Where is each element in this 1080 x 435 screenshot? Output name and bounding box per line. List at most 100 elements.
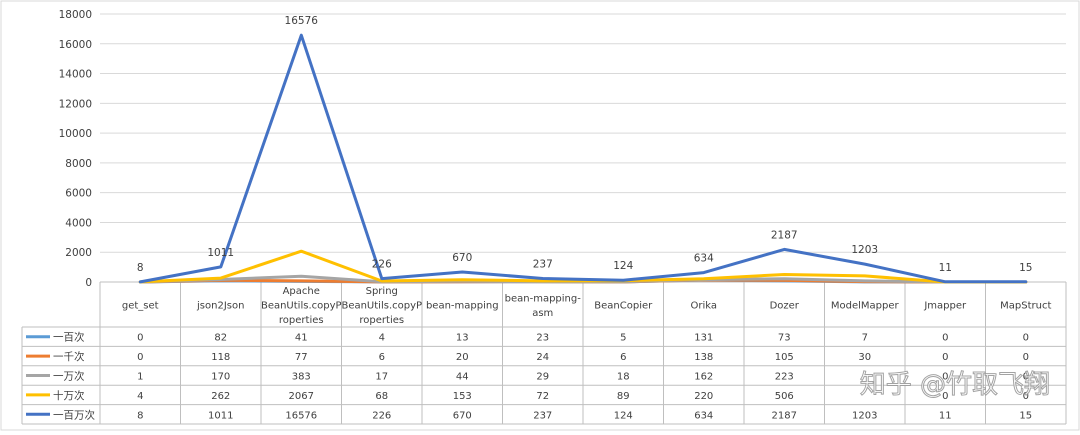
table-cell: 44: [456, 372, 469, 383]
table-cell: 0: [1023, 352, 1029, 363]
y-tick-label: 8000: [65, 158, 92, 170]
table-cell: 6: [620, 352, 626, 363]
table-cell: 2067: [289, 391, 314, 402]
y-tick-label: 2000: [65, 247, 92, 259]
table-cell: 30: [858, 352, 871, 363]
table-cell: 118: [211, 352, 230, 363]
table-cell: 131: [694, 333, 713, 344]
legend-entry: 一百次: [53, 331, 85, 344]
y-tick-label: 12000: [59, 98, 92, 110]
table-cell: 383: [292, 372, 311, 383]
x-tick-label: Dozer: [770, 301, 800, 312]
table-cell: 72: [536, 391, 549, 402]
table-cell: 23: [536, 333, 549, 344]
table-cell: 20: [456, 352, 469, 363]
legend-entry: 一万次: [53, 370, 85, 383]
x-tick-label: bean-mapping-asm: [505, 293, 582, 319]
table-cell: 16576: [285, 410, 317, 421]
data-label: 2187: [771, 229, 798, 241]
table-cell: 18: [617, 372, 630, 383]
y-tick-label: 16000: [59, 39, 92, 51]
table-cell: 29: [536, 372, 549, 383]
y-tick-label: 18000: [59, 9, 92, 21]
table-cell: 138: [694, 352, 713, 363]
legend-entry: 一千次: [53, 350, 85, 363]
data-label: 634: [694, 253, 714, 265]
table-cell: 124: [614, 410, 633, 421]
table-cell: 4: [379, 333, 385, 344]
table-cell: 0: [942, 333, 948, 344]
table-cell: 226: [372, 410, 391, 421]
table-cell: 506: [775, 391, 794, 402]
data-label: 124: [613, 260, 633, 272]
table-cell: 4: [137, 391, 143, 402]
table-cell: 7: [862, 333, 868, 344]
y-tick-label: 0: [85, 277, 92, 289]
table-cell: 8: [137, 410, 143, 421]
table-cell: 2187: [772, 410, 797, 421]
y-tick-label: 6000: [65, 188, 92, 200]
table-cell: 670: [453, 410, 472, 421]
x-tick-label: json2Json: [196, 301, 244, 312]
table-cell: 68: [375, 391, 388, 402]
table-cell: 5: [620, 333, 626, 344]
table-cell: 13: [456, 333, 469, 344]
data-label: 1203: [851, 244, 878, 256]
y-tick-label: 4000: [65, 217, 92, 229]
table-cell: 73: [778, 333, 791, 344]
table-cell: 0: [942, 372, 948, 383]
data-label: 237: [533, 258, 553, 270]
x-tick-label: Spring BeanUtils.copyP roperties: [341, 286, 422, 326]
table-cell: 634: [694, 410, 713, 421]
table-cell: 0: [1023, 391, 1029, 402]
data-label: 11: [939, 262, 952, 274]
legend-entry: 一百万次: [53, 408, 95, 421]
table-cell: 0: [137, 333, 143, 344]
data-label: 8: [137, 262, 144, 274]
x-tick-label: bean-mapping: [426, 301, 499, 312]
data-label: 1011: [207, 247, 234, 259]
table-cell: 82: [214, 333, 227, 344]
table-cell: 89: [617, 391, 630, 402]
table-cell: 223: [775, 372, 794, 383]
x-tick-label: Apache BeanUtils.copyP roperties: [261, 286, 342, 326]
x-tick-label: ModelMapper: [831, 301, 900, 312]
x-tick-label: get_set: [122, 301, 159, 312]
table-cell: 1011: [208, 410, 233, 421]
table-cell: 0: [137, 352, 143, 363]
table-cell: 162: [694, 372, 713, 383]
watermark-text: 知乎 @竹取飞翔: [860, 370, 1050, 400]
data-label: 15: [1019, 262, 1032, 274]
table-cell: 220: [694, 391, 713, 402]
table-cell: 153: [453, 391, 472, 402]
y-tick-label: 14000: [59, 69, 92, 81]
y-tick-label: 10000: [59, 128, 92, 140]
data-label: 16576: [285, 15, 319, 27]
table-cell: 0: [942, 391, 948, 402]
table-cell: 77: [295, 352, 308, 363]
table-cell: 237: [533, 410, 552, 421]
table-cell: 1: [137, 372, 143, 383]
x-tick-label: BeanCopier: [594, 301, 653, 312]
watermark: 知乎 @竹取飞翔: [859, 370, 1050, 401]
table-cell: 170: [211, 372, 230, 383]
table-cell: 17: [375, 372, 388, 383]
table-cell: 0: [1023, 372, 1029, 383]
table-cell: 6: [379, 352, 385, 363]
x-tick-label: Jmapper: [923, 301, 967, 312]
data-label: 670: [452, 252, 472, 264]
series-line: [138, 33, 1028, 284]
table-cell: 11: [939, 410, 952, 421]
table-cell: 262: [211, 391, 230, 402]
table-cell: 15: [1019, 410, 1032, 421]
table-cell: 0: [1023, 333, 1029, 344]
x-tick-label: MapStruct: [1000, 301, 1051, 312]
table-cell: 41: [295, 333, 308, 344]
table-cell: 105: [775, 352, 794, 363]
x-tick-label: Orika: [690, 301, 717, 312]
data-label: 226: [372, 259, 392, 271]
legend-entry: 十万次: [53, 389, 85, 402]
table-cell: 0: [942, 352, 948, 363]
